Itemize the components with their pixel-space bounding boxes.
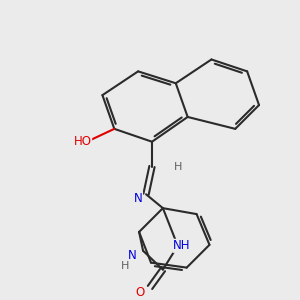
Text: N: N	[128, 249, 136, 262]
Text: H: H	[121, 261, 129, 271]
Text: O: O	[136, 286, 145, 299]
Text: H: H	[174, 161, 182, 172]
Text: NH: NH	[173, 239, 190, 252]
Text: N: N	[134, 192, 142, 205]
Text: HO: HO	[74, 135, 92, 148]
